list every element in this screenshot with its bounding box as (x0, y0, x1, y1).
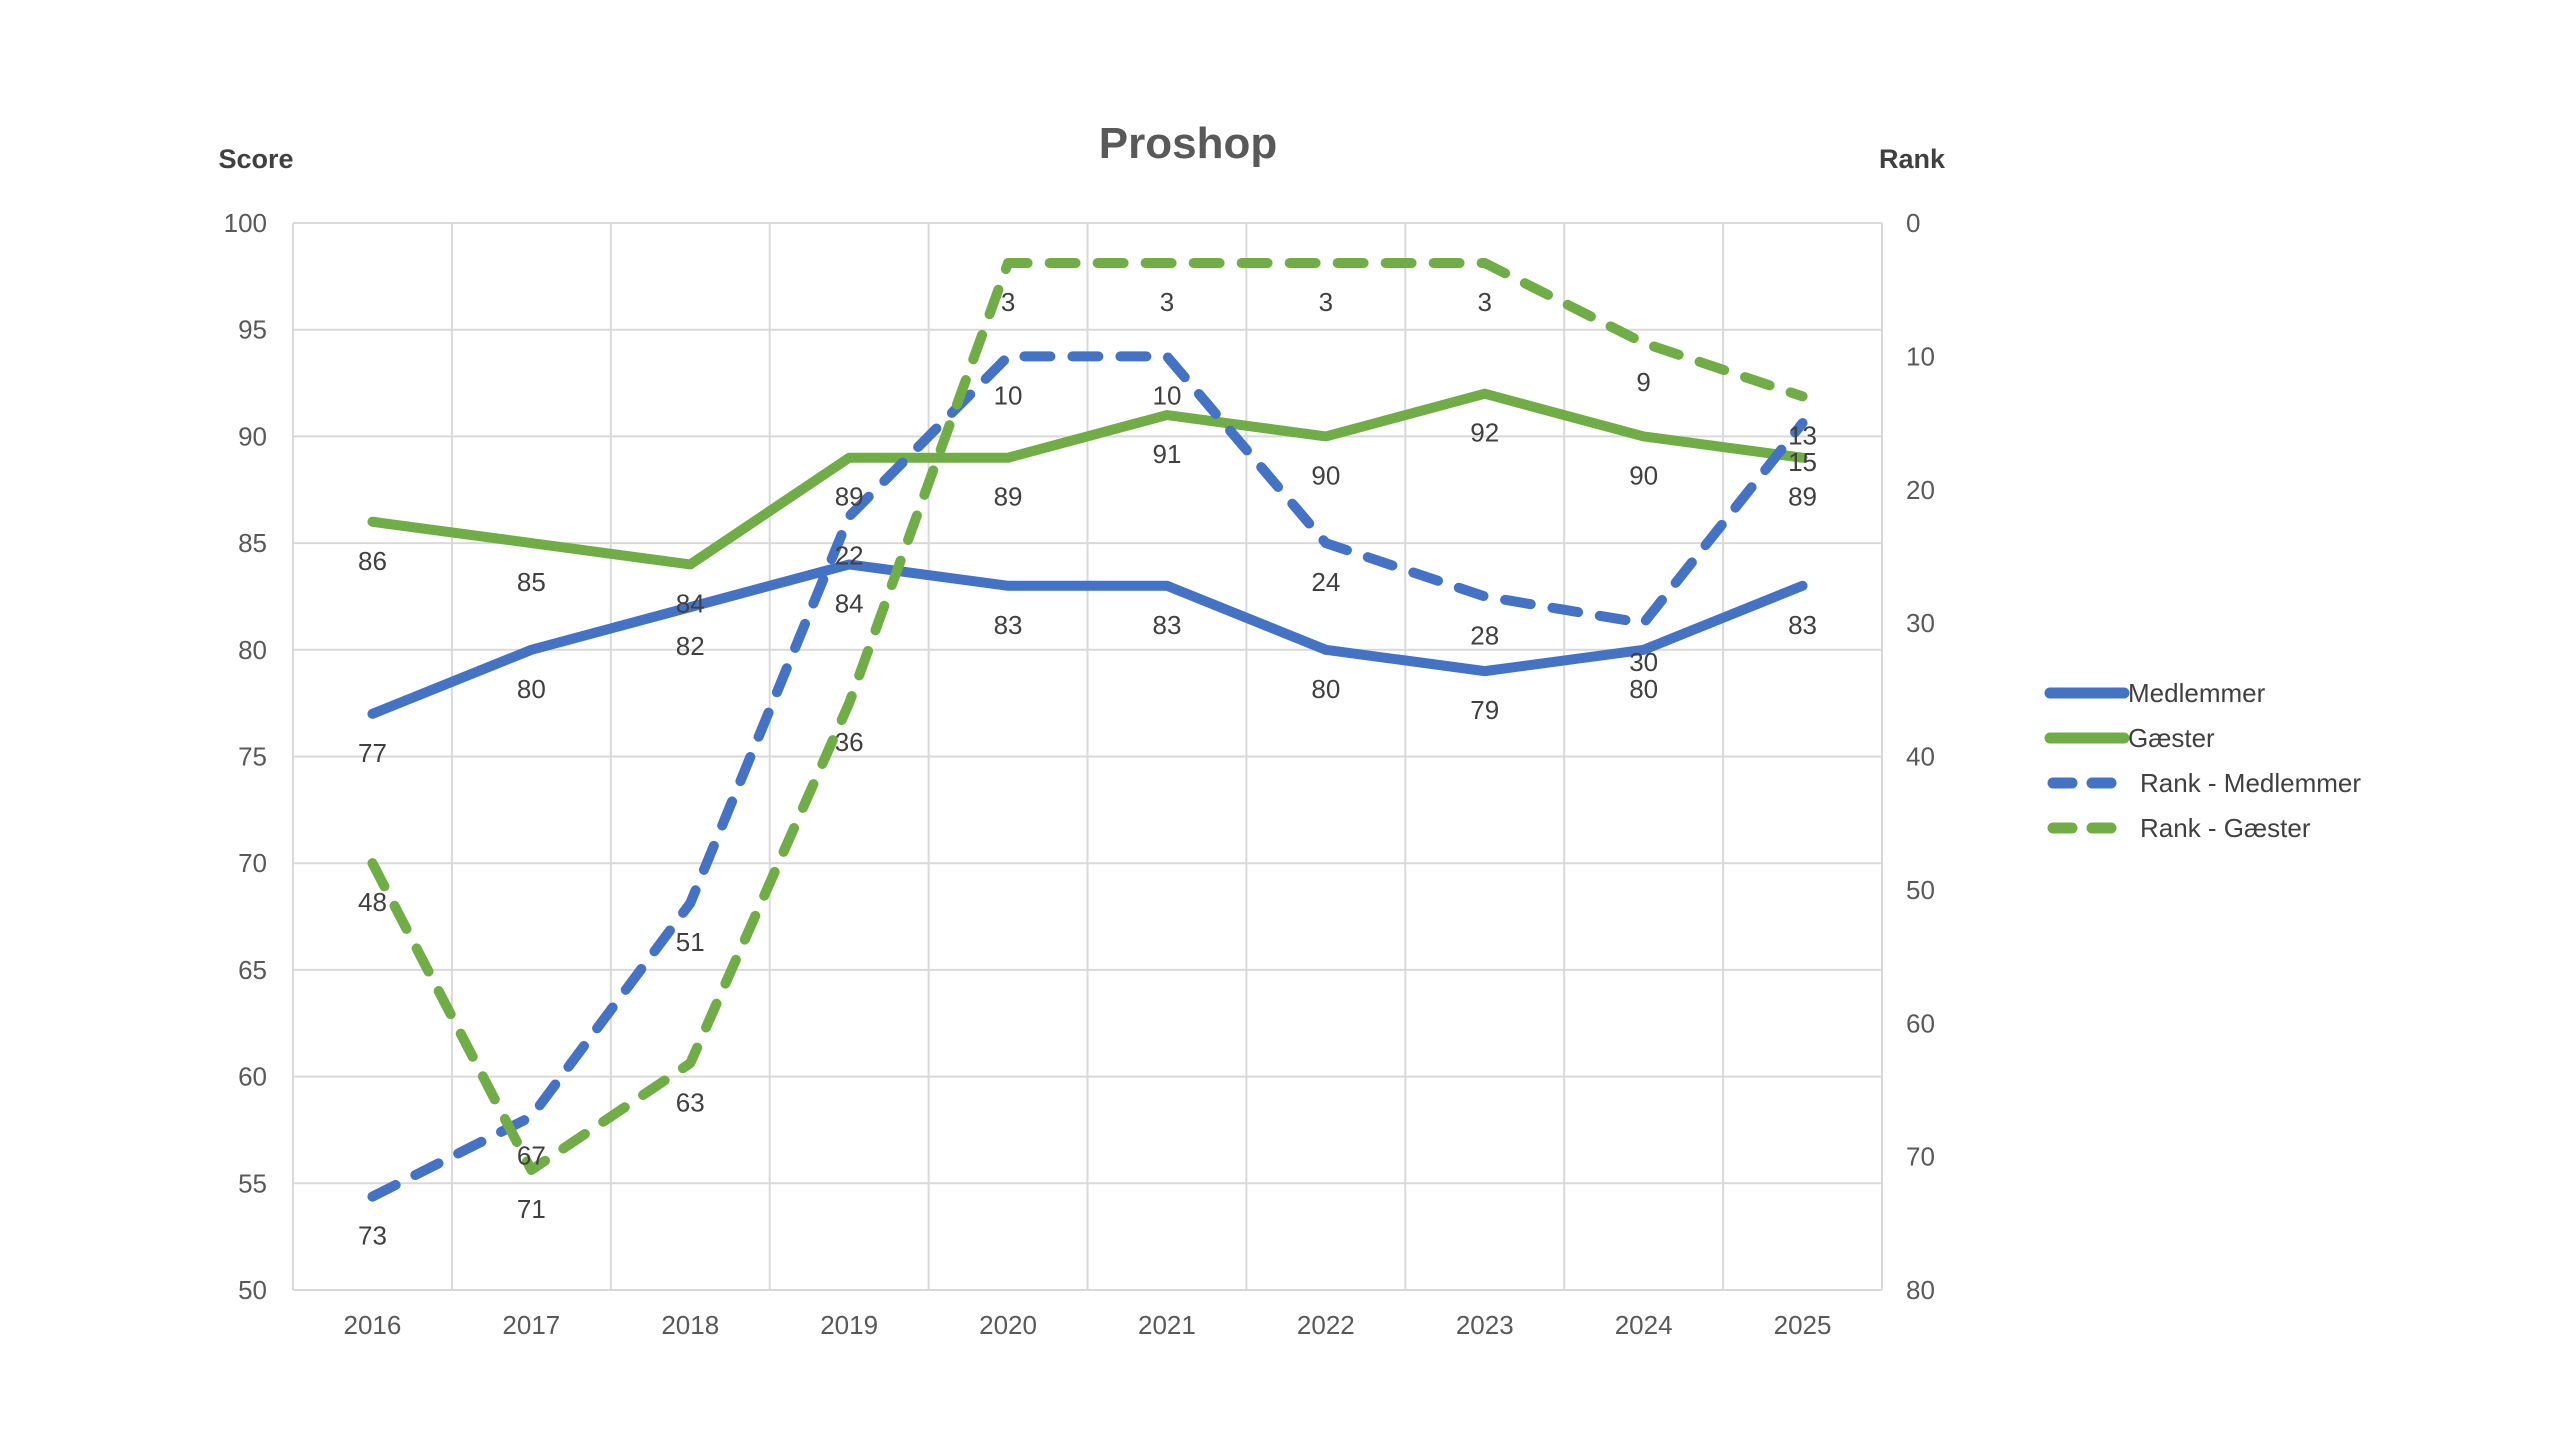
data-label-gaester: 89 (994, 482, 1023, 512)
chart-title: Proshop (1099, 119, 1277, 168)
right-axis-tick-label: 80 (1906, 1275, 1935, 1305)
legend-label-rank-medlemmer: Rank - Medlemmer (2140, 768, 2361, 798)
right-axis-tick-label: 60 (1906, 1008, 1935, 1038)
legend: Medlemmer Gæster Rank - Medlemmer Rank -… (2044, 678, 2361, 843)
data-label-medlemmer: 80 (517, 674, 546, 704)
left-axis-tick-label: 100 (224, 208, 267, 238)
data-label-gaester: 89 (1788, 482, 1817, 512)
data-label-rank-gaester: 3 (1478, 287, 1492, 317)
data-label-rank-medlemmer: 51 (676, 927, 705, 957)
data-label-gaester: 86 (358, 546, 387, 576)
data-label-rank-gaester: 48 (358, 887, 387, 917)
data-label-rank-medlemmer: 67 (517, 1141, 546, 1171)
x-axis-tick-label: 2021 (1138, 1310, 1196, 1340)
legend-item-gaester: Gæster (2044, 723, 2215, 753)
data-label-rank-medlemmer: 73 (358, 1221, 387, 1251)
left-axis-tick-label: 90 (238, 421, 267, 451)
data-label-gaester: 91 (1152, 439, 1181, 469)
x-axis-tick-label: 2016 (344, 1310, 402, 1340)
series-layer (367, 258, 1808, 1202)
data-label-gaester: 92 (1470, 418, 1499, 448)
series-line-gaester (367, 388, 1808, 570)
data-label-medlemmer: 82 (676, 631, 705, 661)
data-label-gaester: 85 (517, 567, 546, 597)
data-label-rank-medlemmer: 30 (1629, 647, 1658, 677)
data-label-rank-gaester: 9 (1636, 367, 1650, 397)
data-label-rank-gaester: 3 (1319, 287, 1333, 317)
data-label-medlemmer: 83 (994, 610, 1023, 640)
left-axis-tick-label: 60 (238, 1062, 267, 1092)
x-axis-tick-label: 2018 (661, 1310, 719, 1340)
left-axis-tick-label: 50 (238, 1275, 267, 1305)
data-label-medlemmer: 80 (1629, 674, 1658, 704)
data-label-gaester: 90 (1311, 460, 1340, 490)
left-axis-tick-label: 75 (238, 742, 267, 772)
data-label-rank-gaester: 3 (1160, 287, 1174, 317)
right-axis-tick-label: 40 (1906, 742, 1935, 772)
data-label-medlemmer: 80 (1311, 674, 1340, 704)
left-axis-tick-label: 65 (238, 955, 267, 985)
data-label-rank-medlemmer: 10 (1152, 380, 1181, 410)
data-label-medlemmer: 83 (1788, 610, 1817, 640)
left-axis-tick-label: 70 (238, 848, 267, 878)
left-axis-tick-label: 95 (238, 315, 267, 345)
data-label-rank-gaester: 3 (1001, 287, 1015, 317)
legend-label-rank-gaester: Rank - Gæster (2140, 813, 2311, 843)
data-label-medlemmer: 79 (1470, 695, 1499, 725)
x-axis-tick-label: 2020 (979, 1310, 1037, 1340)
right-axis-tick-label: 10 (1906, 341, 1935, 371)
left-axis-tick-label: 80 (238, 635, 267, 665)
x-axis-tick-label: 2024 (1615, 1310, 1673, 1340)
x-axis-tick-label: 2022 (1297, 1310, 1355, 1340)
x-axis-tick-label: 2019 (820, 1310, 878, 1340)
x-axis-tick-label: 2025 (1774, 1310, 1832, 1340)
right-axis-tick-label: 0 (1906, 208, 1920, 238)
data-label-gaester: 89 (835, 482, 864, 512)
right-axis-tick-label: 70 (1906, 1142, 1935, 1172)
data-label-rank-medlemmer: 28 (1470, 620, 1499, 650)
data-label-rank-medlemmer: 22 (835, 540, 864, 570)
right-axis-tick-label: 50 (1906, 875, 1935, 905)
data-label-rank-medlemmer: 10 (994, 380, 1023, 410)
data-labels-layer: 77 80 82 84 83 83 80 79 80 83 86 85 84 89 89 91 90 92 90 89… (358, 287, 1817, 1251)
data-label-rank-medlemmer: 24 (1311, 567, 1340, 597)
data-label-rank-gaester: 71 (517, 1194, 546, 1224)
data-label-rank-gaester: 13 (1788, 420, 1817, 450)
data-label-medlemmer: 83 (1152, 610, 1181, 640)
axis-ticks-layer: 100 95 90 85 80 75 70 65 60 55 50 0 10 20 30 40 50 60 70 80… (224, 208, 1935, 1340)
right-axis-tick-label: 20 (1906, 475, 1935, 505)
series-line-rank-medlemmer (367, 351, 1808, 1202)
x-axis-tick-label: 2017 (502, 1310, 560, 1340)
data-label-rank-gaester: 36 (835, 727, 864, 757)
data-label-medlemmer: 77 (358, 738, 387, 768)
right-axis-tick-label: 30 (1906, 608, 1935, 638)
data-label-rank-medlemmer: 15 (1788, 447, 1817, 477)
series-line-medlemmer (367, 559, 1808, 719)
series-line-rank-gaester (367, 258, 1808, 1175)
legend-label-medlemmer: Medlemmer (2128, 678, 2266, 708)
legend-item-rank-medlemmer: Rank - Medlemmer (2047, 768, 2361, 798)
x-axis-tick-label: 2023 (1456, 1310, 1514, 1340)
legend-item-rank-gaester: Rank - Gæster (2047, 813, 2311, 843)
data-label-medlemmer: 84 (835, 588, 864, 618)
score-axis-title: Score (218, 144, 293, 174)
data-label-rank-gaester: 63 (676, 1087, 705, 1117)
left-axis-tick-label: 85 (238, 528, 267, 558)
left-axis-tick-label: 55 (238, 1168, 267, 1198)
data-label-gaester: 90 (1629, 460, 1658, 490)
rank-axis-title: Rank (1879, 144, 1946, 174)
legend-label-gaester: Gæster (2128, 723, 2215, 753)
data-label-gaester: 84 (676, 588, 705, 618)
legend-item-medlemmer: Medlemmer (2044, 678, 2266, 708)
